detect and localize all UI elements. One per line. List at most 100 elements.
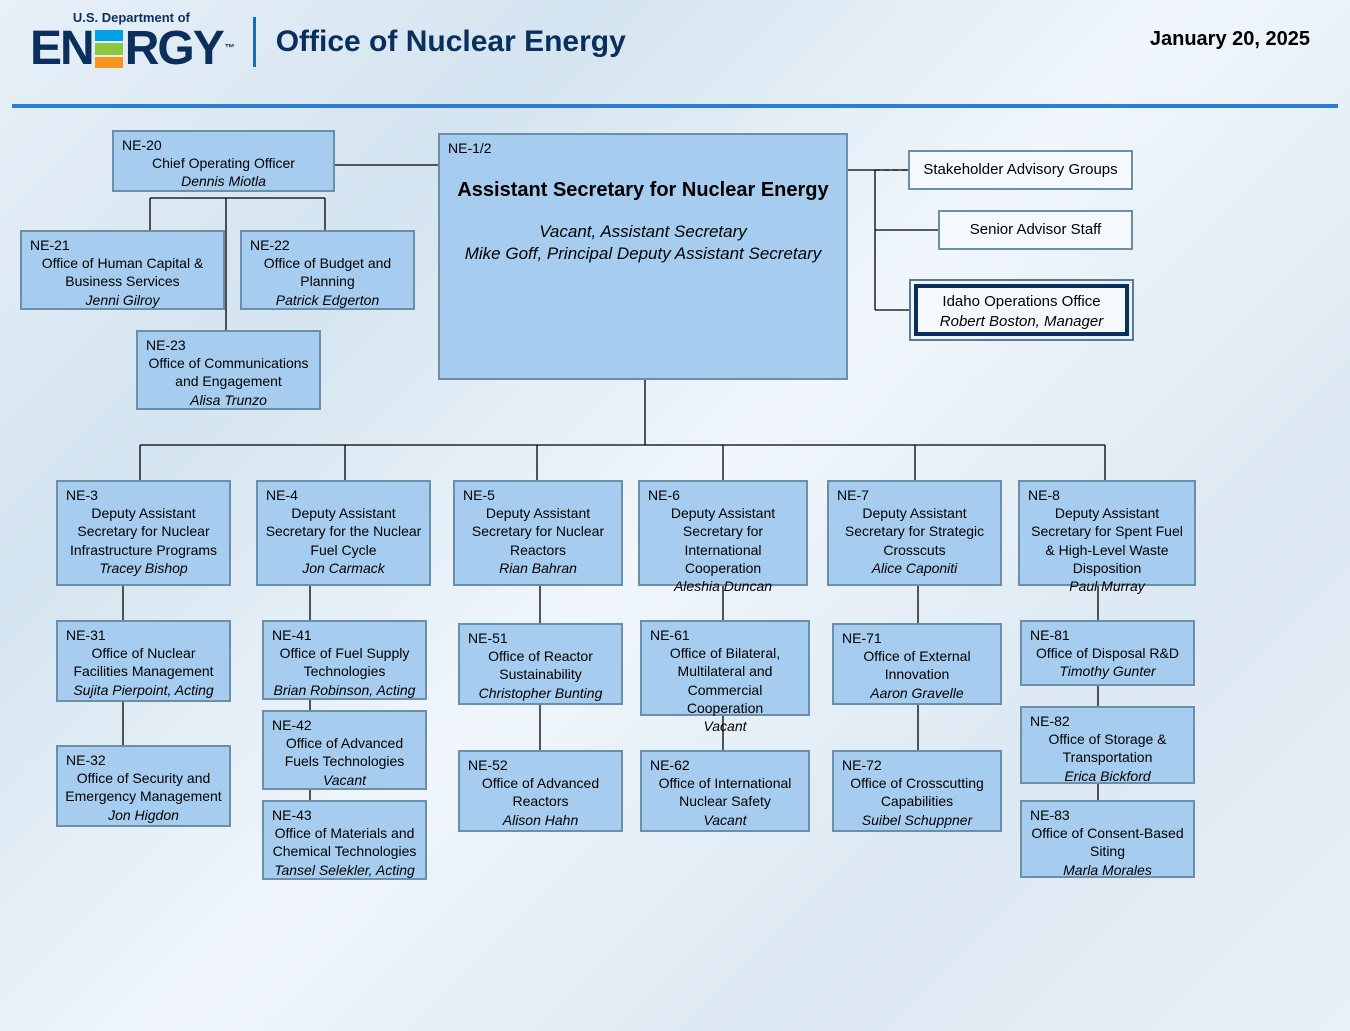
box-ne-83: NE-83 Office of Consent-Based Siting Mar… — [1020, 800, 1195, 878]
box-ne-21: NE-21 Office of Human Capital & Business… — [20, 230, 225, 310]
box-title: Deputy Assistant Secretary for Strategic… — [835, 504, 994, 559]
box-code: NE-82 — [1028, 712, 1187, 730]
box-title: Office of External Innovation — [840, 647, 994, 683]
box-ne-32: NE-32 Office of Security and Emergency M… — [56, 745, 231, 827]
box-code: NE-23 — [144, 336, 313, 354]
box-code: NE-8 — [1026, 486, 1188, 504]
box-ne-62: NE-62 Office of International Nuclear Sa… — [640, 750, 810, 832]
box-code: NE-41 — [270, 626, 419, 644]
box-ne-20: NE-20 Chief Operating Officer Dennis Mio… — [112, 130, 335, 192]
box-ne-3: NE-3 Deputy Assistant Secretary for Nucl… — [56, 480, 231, 586]
box-code: NE-22 — [248, 236, 407, 254]
box-person: Vacant — [648, 811, 802, 829]
box-title: Office of Crosscutting Capabilities — [840, 774, 994, 810]
box-title: Office of Fuel Supply Technologies — [270, 644, 419, 680]
box-person: Suibel Schuppner — [840, 811, 994, 829]
box-title: Chief Operating Officer — [120, 154, 327, 172]
box-person: Robert Boston, Manager — [924, 312, 1119, 332]
box-idaho: Idaho Operations Office Robert Boston, M… — [914, 284, 1129, 336]
box-senior-advisor: Senior Advisor Staff — [938, 210, 1133, 250]
box-ne-43: NE-43 Office of Materials and Chemical T… — [262, 800, 427, 880]
box-title: Office of Bilateral, Multilateral and Co… — [648, 644, 802, 717]
box-title: Office of Advanced Fuels Technologies — [270, 734, 419, 770]
box-person: Tracey Bishop — [64, 559, 223, 577]
box-person: Marla Morales — [1028, 861, 1187, 879]
box-code: NE-1/2 — [446, 139, 840, 157]
box-ne-23: NE-23 Office of Communications and Engag… — [136, 330, 321, 410]
box-title: Office of Advanced Reactors — [466, 774, 615, 810]
box-ne-5: NE-5 Deputy Assistant Secretary for Nucl… — [453, 480, 623, 586]
box-code: NE-6 — [646, 486, 800, 504]
box-ne-52: NE-52 Office of Advanced Reactors Alison… — [458, 750, 623, 832]
box-title: Deputy Assistant Secretary for Internati… — [646, 504, 800, 577]
box-code: NE-71 — [840, 629, 994, 647]
box-person: Brian Robinson, Acting — [270, 681, 419, 699]
box-heading: Assistant Secretary for Nuclear Energy — [446, 177, 840, 203]
box-ne-8: NE-8 Deputy Assistant Secretary for Spen… — [1018, 480, 1196, 586]
box-title: Deputy Assistant Secretary for Spent Fue… — [1026, 504, 1188, 577]
box-code: NE-61 — [648, 626, 802, 644]
box-title: Office of Storage & Transportation — [1028, 730, 1187, 766]
box-title: Office of Consent-Based Siting — [1028, 824, 1187, 860]
box-code: NE-83 — [1028, 806, 1187, 824]
box-title: Office of Nuclear Facilities Management — [64, 644, 223, 680]
box-person: Vacant — [270, 771, 419, 789]
box-code: NE-42 — [270, 716, 419, 734]
box-code: NE-5 — [461, 486, 615, 504]
box-person: Jon Carmack — [264, 559, 423, 577]
box-person: Patrick Edgerton — [248, 291, 407, 309]
box-person: Tansel Selekler, Acting — [270, 861, 419, 879]
box-code: NE-52 — [466, 756, 615, 774]
box-line2: Mike Goff, Principal Deputy Assistant Se… — [446, 243, 840, 265]
box-ne-82: NE-82 Office of Storage & Transportation… — [1020, 706, 1195, 784]
box-title: Office of Reactor Sustainability — [466, 647, 615, 683]
box-person: Sujita Pierpoint, Acting — [64, 681, 223, 699]
box-person: Alice Caponiti — [835, 559, 994, 577]
box-line1: Vacant, Assistant Secretary — [446, 221, 840, 243]
box-title: Office of Budget and Planning — [248, 254, 407, 290]
box-code: NE-7 — [835, 486, 994, 504]
box-person: Paul Murray — [1026, 577, 1188, 595]
box-ne-41: NE-41 Office of Fuel Supply Technologies… — [262, 620, 427, 700]
box-title: Deputy Assistant Secretary for Nuclear I… — [64, 504, 223, 559]
box-title: Office of Disposal R&D — [1028, 644, 1187, 662]
box-ne-6: NE-6 Deputy Assistant Secretary for Inte… — [638, 480, 808, 586]
box-person: Rian Bahran — [461, 559, 615, 577]
box-ne-72: NE-72 Office of Crosscutting Capabilitie… — [832, 750, 1002, 832]
box-ne-1-2: NE-1/2 Assistant Secretary for Nuclear E… — [438, 133, 848, 380]
box-title: Deputy Assistant Secretary for the Nucle… — [264, 504, 423, 559]
box-code: NE-32 — [64, 751, 223, 769]
box-code: NE-72 — [840, 756, 994, 774]
box-ne-81: NE-81 Office of Disposal R&D Timothy Gun… — [1020, 620, 1195, 686]
box-code: NE-43 — [270, 806, 419, 824]
box-person: Jenni Gilroy — [28, 291, 217, 309]
box-title: Office of International Nuclear Safety — [648, 774, 802, 810]
box-code: NE-51 — [466, 629, 615, 647]
box-code: NE-4 — [264, 486, 423, 504]
box-ne-7: NE-7 Deputy Assistant Secretary for Stra… — [827, 480, 1002, 586]
box-title: Deputy Assistant Secretary for Nuclear R… — [461, 504, 615, 559]
box-title: Office of Communications and Engagement — [144, 354, 313, 390]
box-person: Timothy Gunter — [1028, 662, 1187, 680]
box-code: NE-31 — [64, 626, 223, 644]
box-ne-4: NE-4 Deputy Assistant Secretary for the … — [256, 480, 431, 586]
box-title: Idaho Operations Office — [924, 292, 1119, 312]
box-ne-71: NE-71 Office of External Innovation Aaro… — [832, 623, 1002, 705]
box-text: Stakeholder Advisory Groups — [923, 160, 1117, 180]
box-person: Aleshia Duncan — [646, 577, 800, 595]
box-code: NE-81 — [1028, 626, 1187, 644]
box-stakeholder: Stakeholder Advisory Groups — [908, 150, 1133, 190]
box-ne-22: NE-22 Office of Budget and Planning Patr… — [240, 230, 415, 310]
box-ne-42: NE-42 Office of Advanced Fuels Technolog… — [262, 710, 427, 790]
box-code: NE-21 — [28, 236, 217, 254]
box-code: NE-62 — [648, 756, 802, 774]
box-ne-31: NE-31 Office of Nuclear Facilities Manag… — [56, 620, 231, 702]
box-ne-51: NE-51 Office of Reactor Sustainability C… — [458, 623, 623, 705]
box-person: Vacant — [648, 717, 802, 735]
box-title: Office of Human Capital & Business Servi… — [28, 254, 217, 290]
box-code: NE-20 — [120, 136, 327, 154]
box-person: Alison Hahn — [466, 811, 615, 829]
box-person: Alisa Trunzo — [144, 391, 313, 409]
box-person: Jon Higdon — [64, 806, 223, 824]
box-ne-61: NE-61 Office of Bilateral, Multilateral … — [640, 620, 810, 716]
